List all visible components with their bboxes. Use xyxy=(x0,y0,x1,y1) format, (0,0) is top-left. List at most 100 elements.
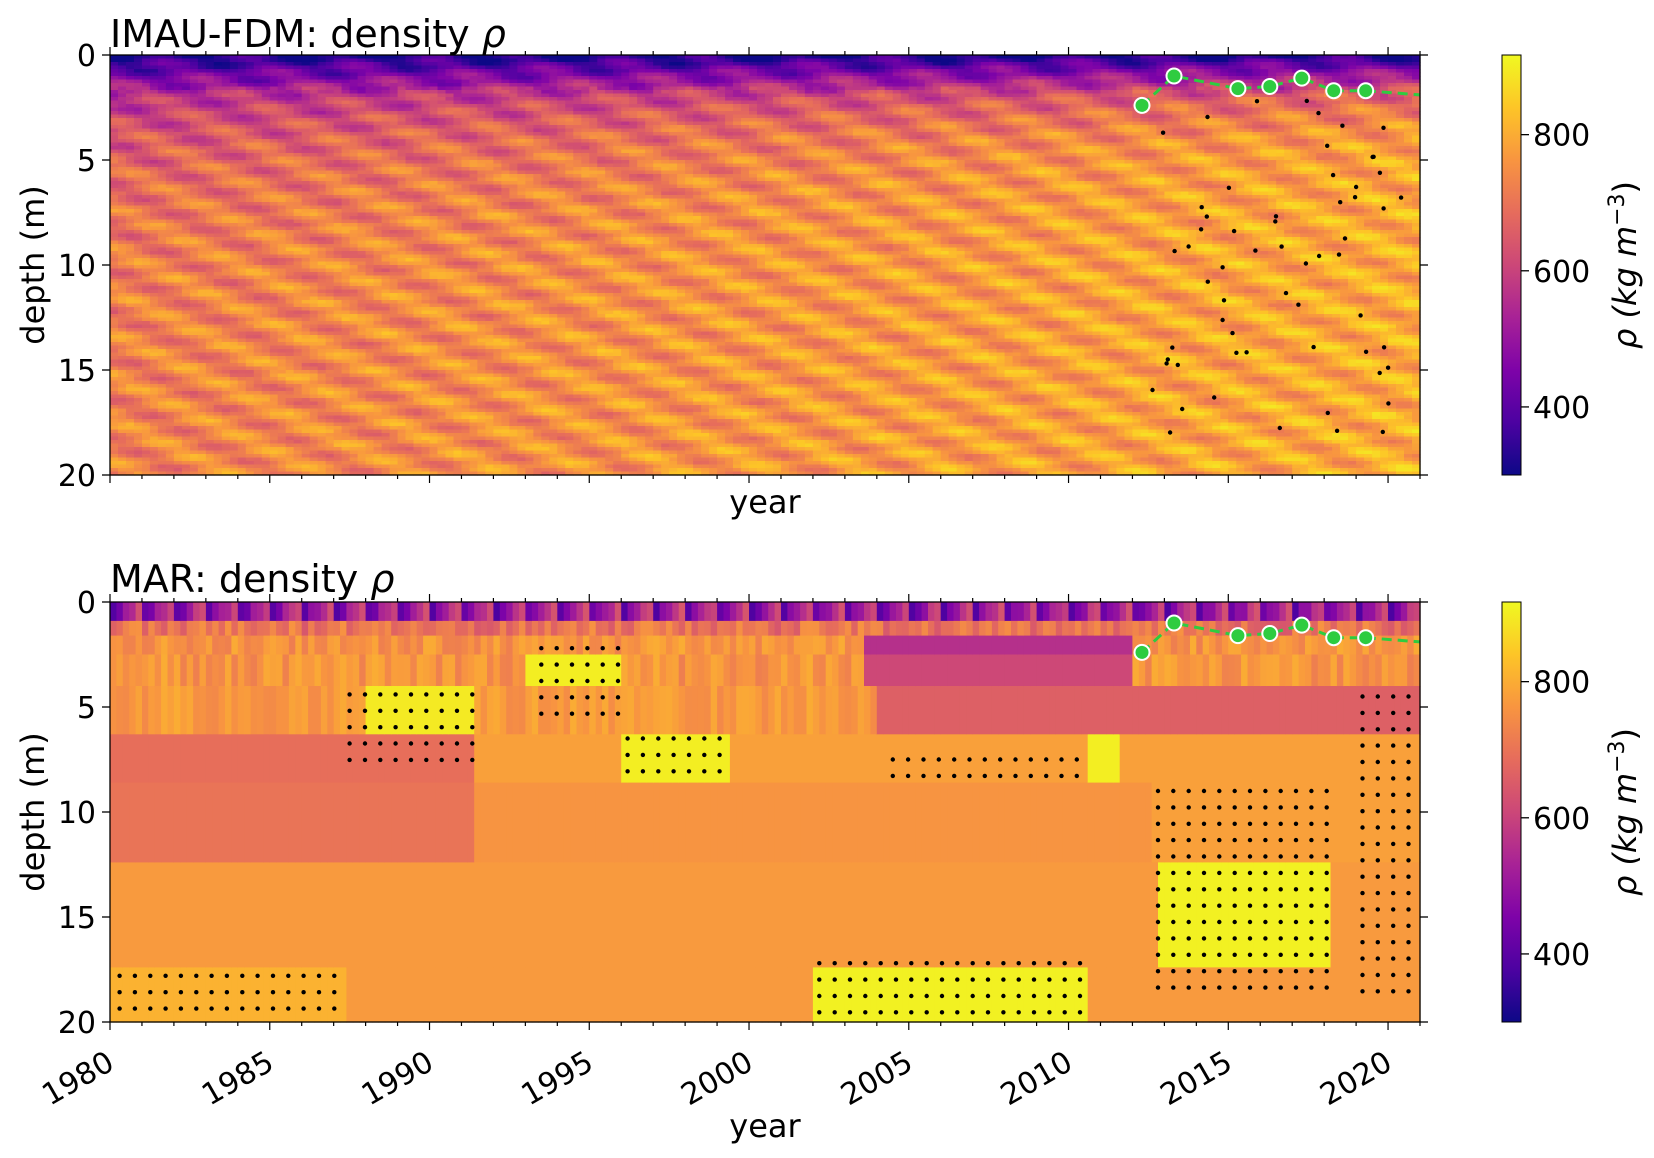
heat-cell xyxy=(246,101,255,105)
heat-cell xyxy=(430,164,439,168)
heat-cell xyxy=(430,188,439,192)
heat-cell xyxy=(278,139,287,143)
heat-cell xyxy=(158,90,167,94)
heat-cell xyxy=(390,304,399,308)
heat-cell xyxy=(318,454,327,458)
heat-cell xyxy=(222,153,231,157)
heat-cell xyxy=(406,178,415,182)
heat-cell xyxy=(262,174,271,178)
heat-cell xyxy=(350,87,359,91)
heat-cell xyxy=(358,129,367,133)
heat-cell xyxy=(134,87,143,91)
heat-cell xyxy=(302,447,311,451)
heat-cell xyxy=(246,153,255,157)
heat-cell xyxy=(246,199,255,203)
heat-cell xyxy=(438,157,447,161)
heat-cell xyxy=(166,349,175,353)
heat-cell xyxy=(430,290,439,294)
heat-cell xyxy=(262,332,271,336)
heat-cell xyxy=(286,248,295,252)
heat-cell xyxy=(166,430,175,434)
heat-cell xyxy=(326,283,335,287)
heat-cell xyxy=(430,227,439,231)
heat-cell xyxy=(222,384,231,388)
heat-cell xyxy=(198,342,207,346)
heat-cell xyxy=(382,94,391,98)
heat-cell xyxy=(382,192,391,196)
heat-cell xyxy=(358,104,367,108)
heat-cell xyxy=(430,276,439,280)
heat-cell xyxy=(310,174,319,178)
heat-cell xyxy=(110,416,119,420)
heat-cell xyxy=(246,430,255,434)
heat-cell xyxy=(286,202,295,206)
heat-cell xyxy=(382,97,391,101)
heat-cell xyxy=(302,230,311,234)
heat-cell xyxy=(358,209,367,213)
heat-cell xyxy=(358,286,367,290)
heat-cell xyxy=(302,325,311,329)
heat-cell xyxy=(190,402,199,406)
heat-cell xyxy=(238,213,247,217)
heat-cell xyxy=(158,160,167,164)
heat-cell xyxy=(318,146,327,150)
heat-cell xyxy=(262,199,271,203)
heat-cell xyxy=(206,227,215,231)
heat-cell xyxy=(198,437,207,441)
heat-cell xyxy=(270,59,279,63)
heat-cell xyxy=(254,66,263,70)
heat-cell xyxy=(158,374,167,378)
heat-cell xyxy=(166,377,175,381)
heat-cell xyxy=(342,416,351,420)
heat-cell xyxy=(318,66,327,70)
heat-cell xyxy=(358,139,367,143)
heat-cell xyxy=(222,433,231,437)
heat-cell xyxy=(278,395,287,399)
heat-cell xyxy=(422,213,431,217)
heat-cell xyxy=(174,237,183,241)
heat-cell xyxy=(286,258,295,262)
heat-cell xyxy=(374,143,383,147)
heat-cell xyxy=(254,125,263,129)
heat-cell xyxy=(318,468,327,472)
heat-cell xyxy=(286,332,295,336)
heat-cell xyxy=(278,143,287,147)
heat-cell xyxy=(422,237,431,241)
heat-cell xyxy=(238,398,247,402)
heat-cell xyxy=(374,384,383,388)
heat-cell xyxy=(406,62,415,66)
heat-cell xyxy=(166,223,175,227)
heat-cell xyxy=(414,122,423,126)
heat-cell xyxy=(158,73,167,77)
heat-cell xyxy=(206,272,215,276)
heat-cell xyxy=(118,391,127,395)
heat-cell xyxy=(358,405,367,409)
heat-cell xyxy=(158,125,167,129)
heat-cell xyxy=(174,381,183,385)
heat-cell xyxy=(222,73,231,77)
heat-cell xyxy=(158,346,167,350)
heat-cell xyxy=(150,97,159,101)
heat-cell xyxy=(318,363,327,367)
heat-cell xyxy=(318,416,327,420)
heat-cell xyxy=(174,297,183,301)
heat-cell xyxy=(382,199,391,203)
heat-cell xyxy=(118,216,127,220)
heat-cell xyxy=(222,139,231,143)
heat-cell xyxy=(134,143,143,147)
heat-cell xyxy=(182,230,191,234)
heat-cell xyxy=(326,101,335,105)
heat-cell xyxy=(334,139,343,143)
heat-cell xyxy=(382,262,391,266)
heat-cell xyxy=(182,342,191,346)
heat-cell xyxy=(110,300,119,304)
heat-cell xyxy=(126,304,135,308)
heat-cell xyxy=(398,307,407,311)
heat-cell xyxy=(318,164,327,168)
heat-cell xyxy=(262,80,271,84)
heat-cell xyxy=(318,136,327,140)
heat-cell xyxy=(342,279,351,283)
heat-cell xyxy=(382,374,391,378)
heat-cell xyxy=(230,353,239,357)
heat-cell xyxy=(390,398,399,402)
